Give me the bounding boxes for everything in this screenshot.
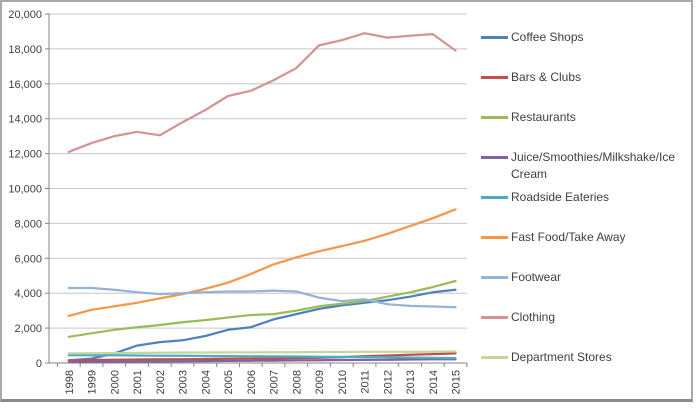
x-tick-label: 2004 [200, 370, 212, 394]
y-tick-label: 10,000 [8, 184, 42, 196]
legend-swatch [481, 196, 508, 199]
legend-item-fast-food-take-away: Fast Food/Take Away [481, 229, 687, 246]
legend-label: Bars & Clubs [511, 70, 582, 84]
y-tick-label: 4,000 [14, 288, 42, 300]
legend-label: Department Stores [511, 350, 612, 364]
y-tick-label: 12,000 [8, 149, 42, 161]
legend-item-clothing: Clothing [481, 309, 687, 326]
legend-label: Clothing [511, 310, 556, 324]
y-tick-label: 2,000 [14, 323, 42, 335]
x-tick-label: 2014 [428, 370, 440, 394]
y-tick-label: 20,000 [8, 9, 42, 21]
legend-swatch [481, 156, 508, 159]
x-tick-label: 2015 [451, 370, 463, 394]
legend-label: Coffee Shops [511, 30, 584, 44]
y-tick-label: 16,000 [8, 79, 42, 91]
y-tick-label: 14,000 [8, 114, 42, 126]
legend-label: Footwear [511, 270, 562, 284]
legend-swatch [481, 316, 508, 319]
x-tick-label: 2013 [405, 370, 417, 394]
x-tick-label: 2007 [269, 370, 281, 394]
y-tick-label: 8,000 [14, 218, 42, 230]
legend-swatch [481, 236, 508, 239]
legend-swatch [481, 36, 508, 39]
legend-item-department-stores: Department Stores [481, 349, 687, 366]
series-line-clothing [67, 32, 457, 154]
y-tick-label: 0 [36, 358, 42, 370]
series-line-footwear [67, 286, 457, 309]
legend-item-bars-clubs: Bars & Clubs [481, 69, 687, 86]
legend-item-roadside-eateries: Roadside Eateries [481, 189, 687, 206]
legend-label: Juice/Smoothies/Milkshake/Ice Cream [511, 150, 676, 181]
x-tick-label: 1998 [64, 370, 76, 394]
legend-item-coffee-shops: Coffee Shops [481, 29, 687, 46]
x-tick-label: 2006 [246, 370, 258, 394]
legend-item-footwear: Footwear [481, 269, 687, 286]
series-line-juice-smoothies-milkshake-ice-cream [67, 358, 457, 364]
x-tick-label: 2000 [109, 370, 121, 394]
x-tick-label: 2012 [382, 370, 394, 394]
x-tick-label: 2002 [155, 370, 167, 394]
chart-frame [0, 0, 693, 402]
legend-label: Restaurants [511, 110, 576, 124]
legend-item-restaurants: Restaurants [481, 109, 687, 126]
y-tick-label: 18,000 [8, 44, 42, 56]
legend-swatch [481, 116, 508, 119]
legend-swatch [481, 276, 508, 279]
x-tick-label: 2009 [314, 370, 326, 394]
series-line-bars-clubs [67, 352, 457, 362]
legend-label: Fast Food/Take Away [511, 230, 626, 244]
legend-item-juice-smoothies-milkshake-ice-cream: Juice/Smoothies/Milkshake/Ice Cream [481, 149, 687, 183]
x-tick-label: 2010 [337, 370, 349, 394]
chart-legend: Coffee Shops Bars & Clubs Restaurants Juice… [481, 29, 687, 389]
series-line-fast-food-take-away [67, 208, 457, 318]
x-tick-label: 2011 [360, 370, 372, 394]
legend-swatch [481, 356, 508, 359]
series-line-roadside-eateries [67, 353, 457, 360]
x-tick-label: 2003 [178, 370, 190, 394]
series-line-coffee-shops [67, 288, 457, 362]
series-line-restaurants [67, 279, 457, 338]
series-line-department-stores [67, 350, 457, 355]
legend-swatch [481, 76, 508, 79]
y-tick-label: 6,000 [14, 253, 42, 265]
x-tick-label: 2005 [223, 370, 235, 394]
legend-label: Roadside Eateries [511, 190, 610, 204]
x-tick-label: 2001 [132, 370, 144, 394]
x-tick-label: 2008 [291, 370, 303, 394]
x-tick-label: 1999 [87, 370, 99, 394]
